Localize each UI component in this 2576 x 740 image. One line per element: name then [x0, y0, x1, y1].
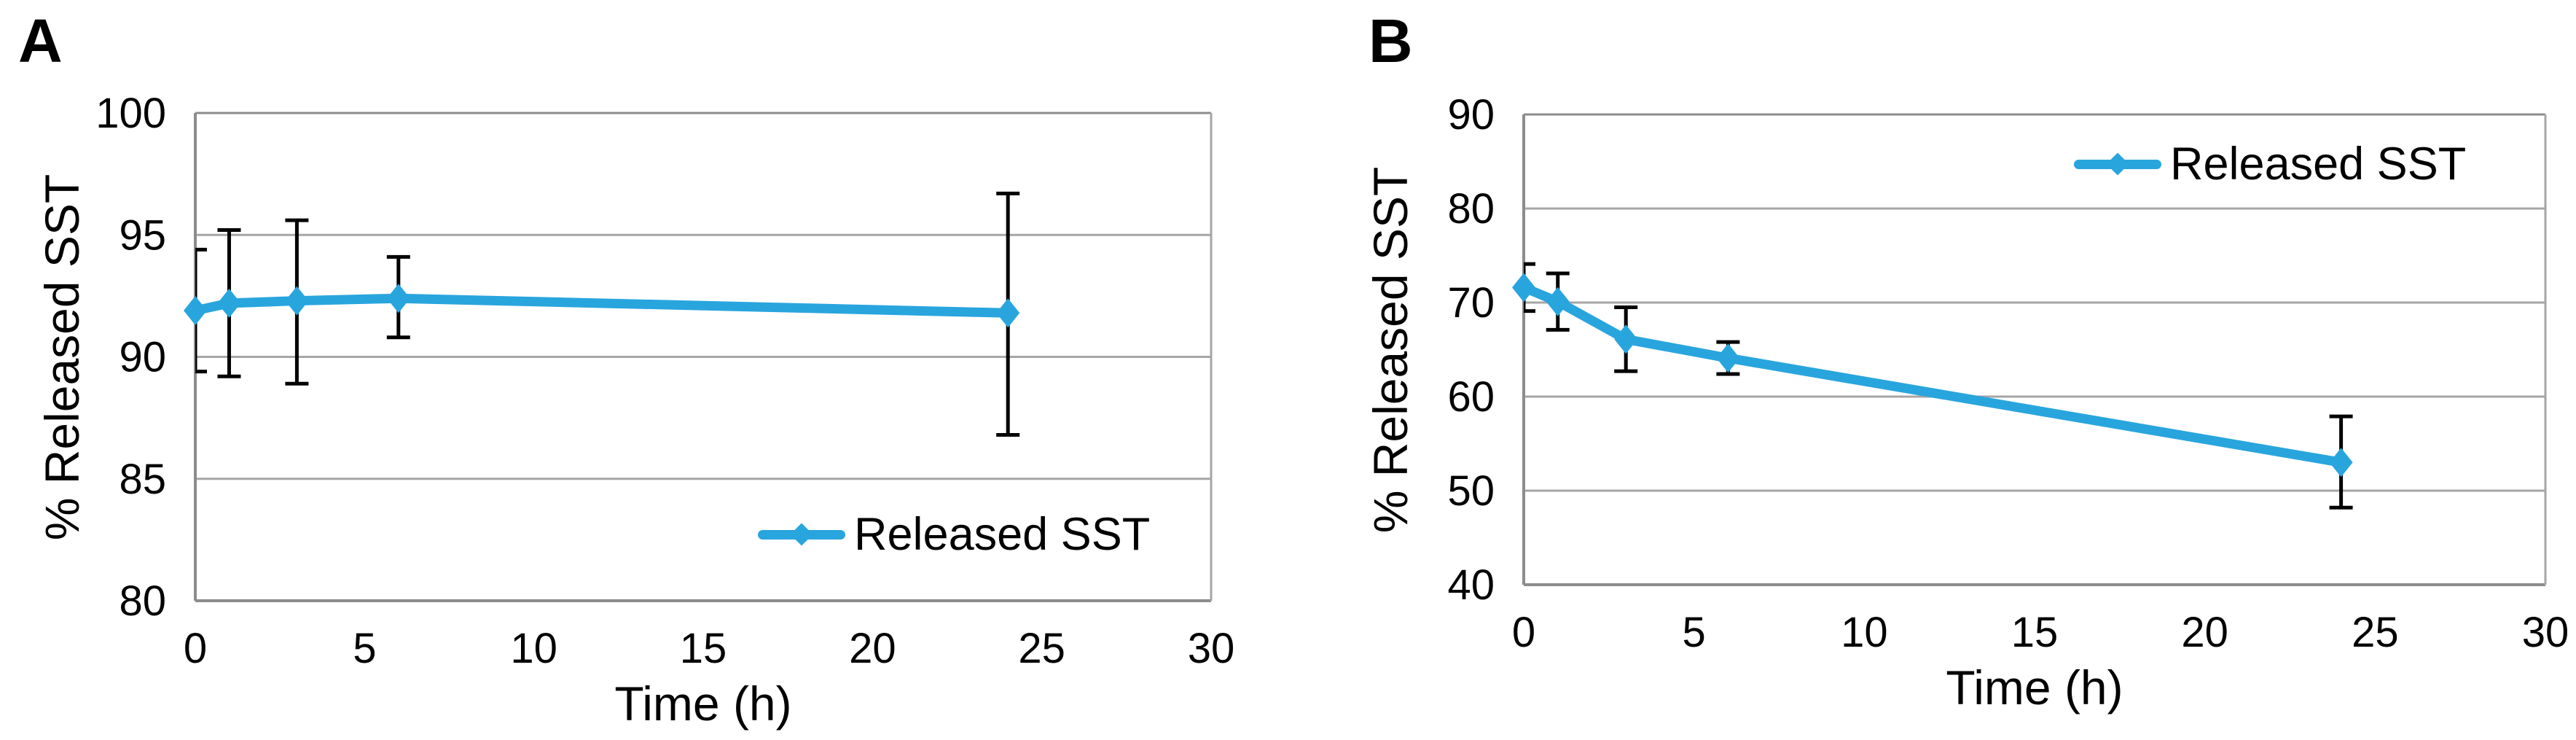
y-tick-label: 90	[119, 334, 166, 381]
data-point-marker	[285, 286, 309, 316]
data-point-marker	[996, 298, 1020, 328]
x-tick-label: 15	[680, 625, 727, 672]
y-tick-label: 40	[1447, 561, 1495, 609]
y-tick-label: 60	[1447, 373, 1495, 421]
x-tick-label: 30	[2522, 609, 2569, 656]
x-tick-label: 20	[849, 625, 896, 672]
y-tick-label: 85	[119, 456, 166, 503]
x-tick-label: 0	[1512, 609, 1535, 656]
data-point-marker	[1614, 324, 1638, 354]
panel-b-x-axis-title: Time (h)	[1946, 661, 2123, 714]
panel-b-label: B	[1369, 7, 1413, 75]
y-tick-label: 70	[1447, 279, 1495, 327]
data-point-marker	[184, 295, 207, 325]
series-line	[1519, 282, 2346, 467]
x-tick-label: 25	[2352, 609, 2399, 656]
y-tick-label: 80	[1447, 185, 1495, 233]
x-tick-label: 0	[184, 625, 207, 672]
y-tick-label: 90	[1447, 91, 1495, 139]
x-tick-label: 10	[1841, 609, 1888, 656]
y-tick-label: 50	[1447, 467, 1495, 515]
panel-a-x-axis-title: Time (h)	[614, 677, 792, 731]
y-tick-label: 95	[119, 211, 166, 259]
x-tick-label: 10	[510, 625, 557, 672]
legend-series-label: Released SST	[2170, 138, 2467, 190]
legend-line-marker-icon	[2074, 152, 2161, 176]
y-tick-label: 100	[95, 90, 166, 137]
legend-line-marker-icon	[758, 523, 845, 546]
error-bars-group	[1524, 262, 2353, 510]
x-tick-label: 5	[1683, 609, 1706, 656]
x-tick-label: 30	[1188, 625, 1235, 672]
data-point-marker	[2329, 448, 2353, 478]
data-point-marker	[217, 288, 241, 318]
data-point-marker	[1716, 343, 1740, 373]
data-point-marker	[386, 284, 410, 313]
diamond-marker-icon	[790, 523, 813, 546]
diamond-marker-icon	[2106, 152, 2129, 176]
panel-a-legend: Released SST	[758, 511, 1150, 557]
x-tick-label: 20	[2181, 609, 2228, 656]
panel-b-legend: Released SST	[2074, 141, 2466, 187]
panel-a-label: A	[18, 7, 63, 75]
data-point-marker	[1546, 287, 1570, 316]
x-tick-label: 15	[2011, 609, 2059, 656]
panel-b-plot: 40 50 60 70 80 90 0 5 10 15 20 25 30	[1447, 91, 2569, 656]
panel-a-plot: 80 85 90 95 100 0 5 10 15 20 25 30	[95, 90, 1235, 672]
legend-series-label: Released SST	[854, 508, 1151, 560]
data-point-marker	[1512, 273, 1535, 303]
x-tick-label: 5	[353, 625, 376, 672]
x-tick-label: 25	[1018, 625, 1065, 672]
y-tick-label: 80	[119, 577, 166, 625]
series-line	[190, 293, 1013, 318]
